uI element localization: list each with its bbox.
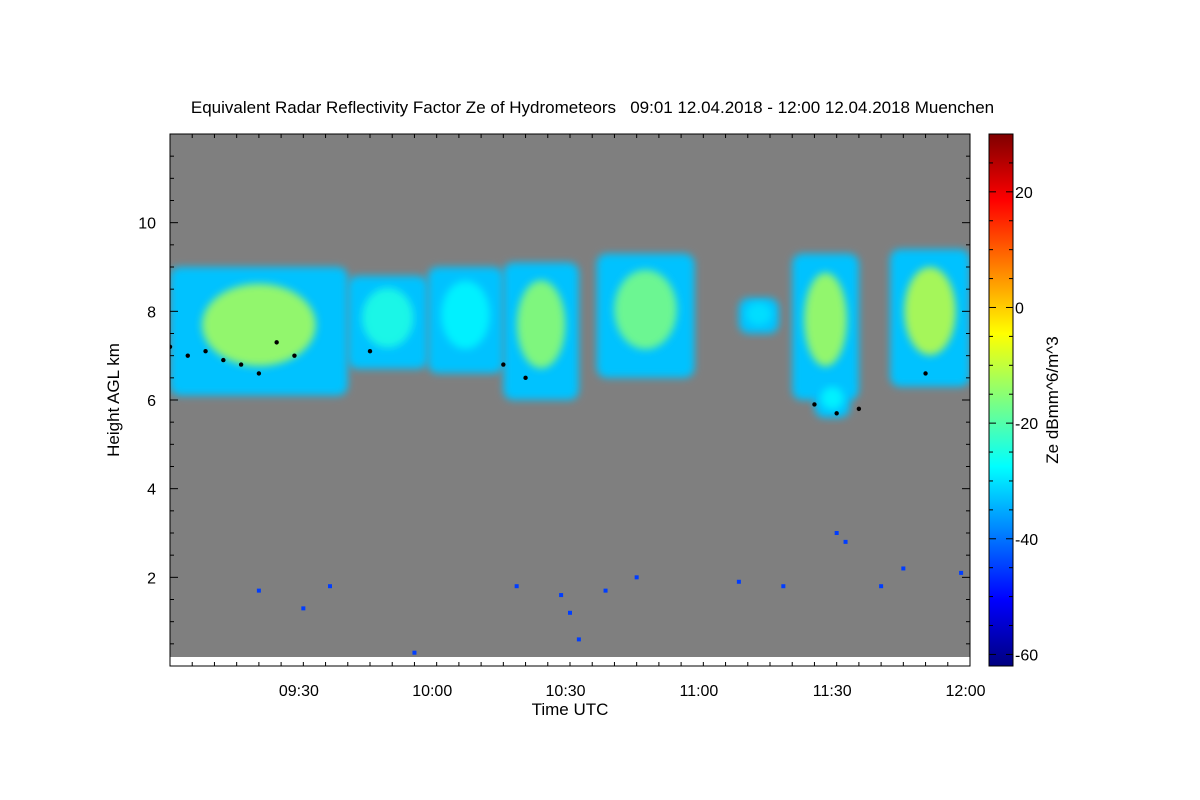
x-tick-label: 09:30 [279, 683, 319, 700]
low-return-point [603, 588, 608, 593]
cloud-base-point [274, 340, 279, 345]
low-return-point [959, 570, 964, 575]
x-axis: 09:30 10:00 10:30 11:00 11:30 12:00 [169, 134, 986, 700]
cloud-core-8 [904, 267, 956, 356]
chart-title: Equivalent Radar Reflectivity Factor Ze … [190, 98, 995, 117]
y-axis-label: Height AGL km [104, 343, 123, 457]
cloud-layers [170, 249, 970, 418]
cloud-base-point [834, 411, 839, 416]
colorbar-tick-label: -40 [1015, 532, 1038, 549]
cloud-core-2 [441, 280, 490, 349]
cloud-core-5 [746, 302, 772, 326]
y-tick-label: 6 [147, 393, 156, 410]
y-tick-label: 10 [138, 216, 156, 233]
low-return-point [834, 531, 839, 535]
cloud-base-point [812, 402, 817, 407]
colorbar-tick-label: -60 [1015, 647, 1038, 664]
low-return-point [256, 588, 261, 593]
cloud-base-point [523, 375, 528, 381]
low-returns [256, 531, 964, 655]
x-tick-label: 11:30 [813, 683, 852, 700]
colorbar-label: Ze dBmm^6/m^3 [1043, 336, 1062, 463]
y-axis: 2 4 6 8 10 [138, 155, 970, 645]
colorbar-axis: 20 0 -20 -40 -60 [989, 133, 1038, 664]
x-tick-label: 11:00 [679, 683, 718, 700]
cloud-base-point [221, 357, 226, 363]
low-return-point [301, 606, 306, 611]
low-return-point [412, 650, 417, 655]
cloud-core-3 [516, 280, 566, 369]
y-tick-label: 2 [147, 570, 156, 587]
low-return-point [781, 584, 786, 589]
cloud-base-point [256, 371, 262, 376]
cloud-core-6 [804, 272, 847, 367]
ground-strip [170, 657, 970, 666]
cloud-core-0 [202, 283, 316, 366]
y-tick-label: 4 [147, 482, 156, 499]
low-return-point [843, 539, 848, 544]
cloud-base-point [856, 406, 862, 412]
colorbar-tick-label: 20 [1015, 185, 1033, 202]
low-return-point [879, 584, 884, 589]
low-return-point [328, 584, 332, 589]
cloud-base-point [292, 353, 297, 358]
x-tick-label: 12:00 [946, 683, 986, 700]
low-return-point [514, 584, 519, 589]
cloud-base-point [367, 349, 373, 354]
cloud-base-point [170, 344, 173, 349]
low-return-point [576, 637, 581, 642]
cloud-core-7 [820, 386, 844, 410]
cloud-core-1 [362, 287, 414, 348]
cloud-base-point [501, 362, 506, 367]
x-tick-label: 10:30 [546, 683, 586, 700]
colorbar-tick-label: 0 [1015, 300, 1024, 317]
low-return-point [568, 610, 572, 615]
cloud-base-line [170, 340, 928, 416]
cloud-base-point [203, 349, 208, 354]
low-return-point [901, 566, 906, 571]
low-return-point [736, 579, 741, 584]
cloud-base-point [238, 362, 244, 367]
low-return-point [634, 575, 639, 580]
cloud-core-4 [614, 269, 677, 350]
y-tick-label: 8 [147, 304, 156, 321]
colorbar-tick-label: -20 [1015, 416, 1038, 433]
cloud-base-point [185, 353, 190, 358]
low-return-point [559, 593, 564, 598]
cloud-base-point [923, 371, 928, 376]
colorbar [988, 133, 1014, 667]
x-axis-label: Time UTC [532, 700, 609, 719]
x-tick-label: 10:00 [412, 683, 452, 700]
